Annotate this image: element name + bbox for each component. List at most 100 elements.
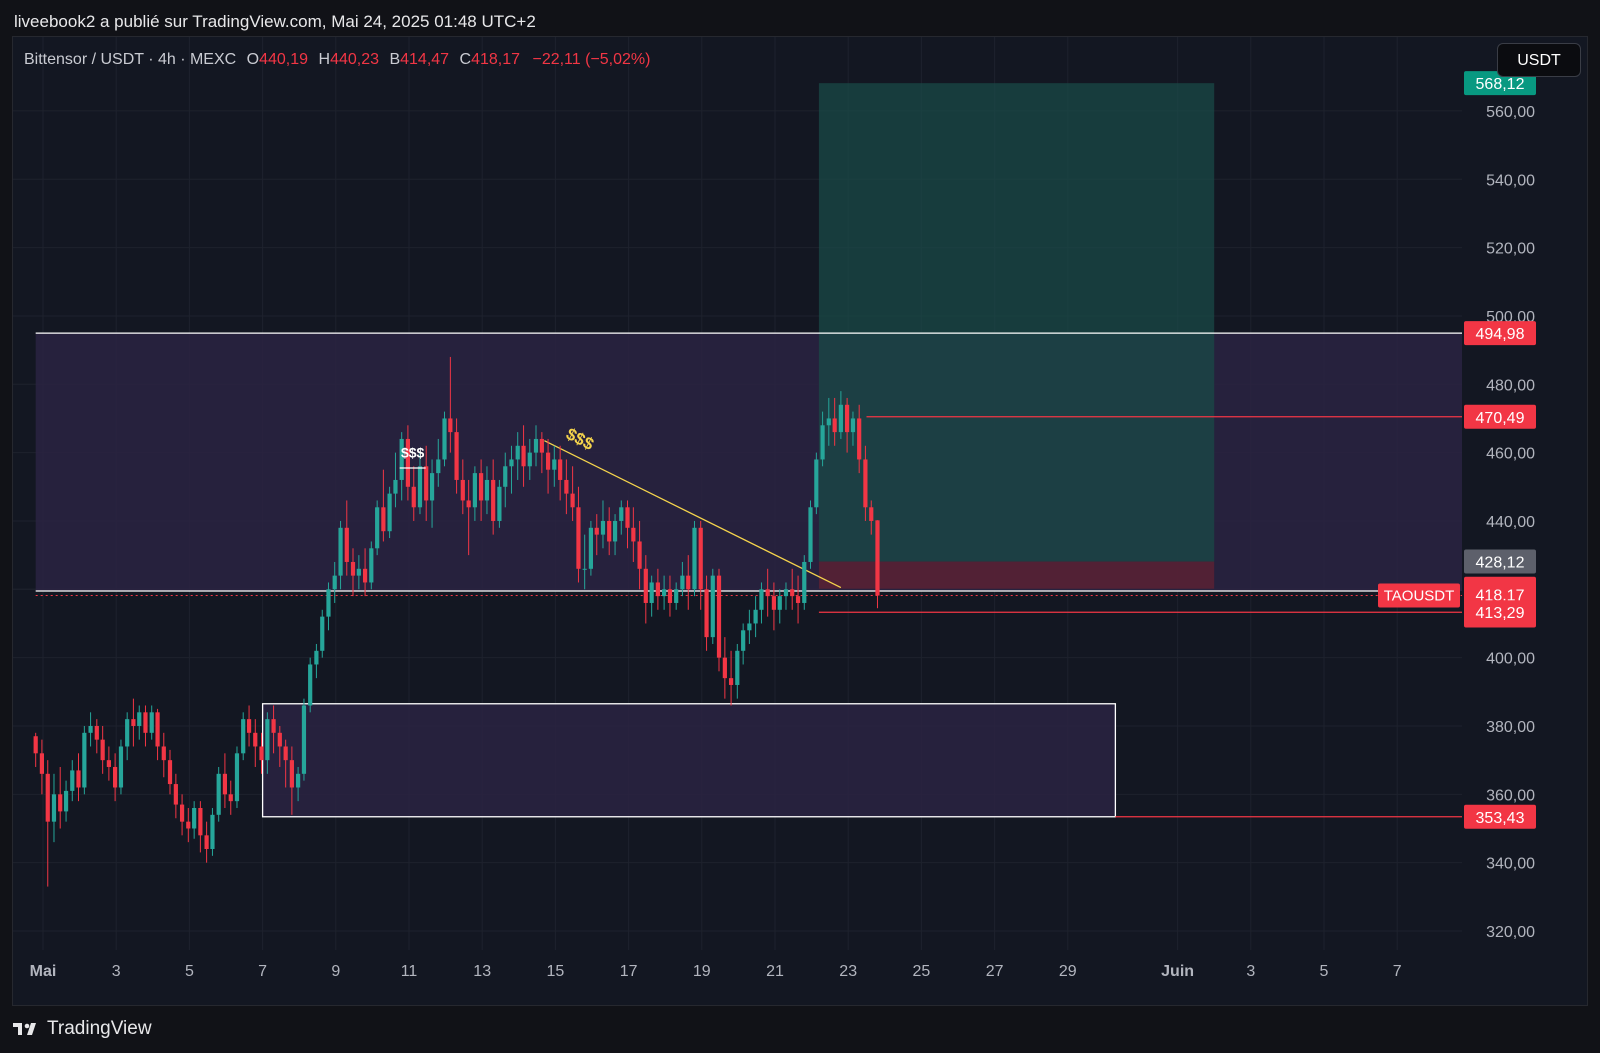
legend-close-label: C — [459, 51, 472, 68]
candle — [167, 749, 173, 795]
candle — [259, 732, 264, 774]
candle — [783, 582, 789, 610]
candle-body — [94, 725, 99, 740]
candle — [802, 555, 807, 610]
candle-body — [76, 770, 81, 788]
candle — [753, 596, 758, 638]
y-tick-label: 400,00 — [1486, 651, 1535, 668]
candle-body — [704, 589, 709, 638]
candle-body — [186, 821, 191, 829]
candle — [58, 766, 63, 829]
candle-body — [369, 548, 374, 583]
candle — [131, 698, 136, 747]
candle-body — [674, 589, 679, 603]
price-tag-bg — [1464, 549, 1536, 574]
candle-body — [308, 664, 313, 706]
candle-body — [869, 507, 874, 521]
candle-body — [698, 527, 703, 590]
candle-body — [564, 479, 569, 494]
candle — [51, 773, 57, 843]
x-tick-label: 7 — [258, 963, 267, 980]
candle — [186, 807, 191, 843]
candle — [735, 643, 740, 699]
price-tag-label: 568,12 — [1476, 76, 1525, 93]
candle — [125, 712, 130, 761]
candle-body — [814, 459, 819, 508]
candle-body — [747, 623, 752, 631]
price-tag-bg — [1464, 804, 1536, 829]
candle — [70, 760, 75, 802]
candle-body — [527, 452, 532, 467]
x-tick-label: 23 — [839, 963, 857, 980]
candle-body — [289, 760, 294, 788]
candle — [314, 643, 319, 679]
candle-body — [314, 650, 319, 665]
candle — [582, 534, 587, 590]
take-profit-zone — [818, 83, 1215, 562]
tradingview-brand[interactable]: TradingView — [13, 1018, 152, 1040]
candle — [588, 520, 594, 576]
x-tick-label: Juin — [1161, 963, 1194, 980]
candle-body — [771, 596, 777, 610]
candle — [722, 637, 727, 699]
candle — [405, 425, 411, 501]
candle — [747, 609, 752, 644]
candle — [576, 486, 581, 583]
price-tag-label: 428,12 — [1476, 555, 1525, 572]
candle-body — [253, 732, 258, 747]
candle — [539, 432, 544, 474]
candle — [283, 739, 288, 788]
candle-body — [405, 438, 411, 487]
x-tick-label: 7 — [1393, 963, 1402, 980]
candle — [332, 561, 337, 603]
candle-body — [649, 582, 654, 603]
candle — [515, 432, 520, 480]
candle — [875, 520, 880, 609]
candle — [100, 725, 105, 774]
candle — [728, 650, 734, 706]
candle-body — [588, 527, 594, 569]
candle-body — [710, 575, 715, 638]
candle-body — [850, 418, 856, 433]
y-tick-label: 440,00 — [1486, 514, 1535, 531]
candle-body — [118, 746, 124, 788]
candle-body — [198, 807, 203, 836]
tradingview-logo-icon — [13, 1023, 36, 1035]
price-tag-bg — [1464, 71, 1536, 96]
candle — [228, 780, 233, 815]
candle-body — [716, 575, 722, 658]
candle-body — [442, 418, 447, 460]
candle — [210, 807, 215, 856]
candle-body — [381, 507, 386, 532]
candle — [198, 801, 203, 853]
currency-button[interactable]: USDT — [1497, 43, 1581, 77]
candle-body — [70, 770, 75, 791]
candle — [265, 712, 270, 774]
candle-body — [125, 719, 130, 747]
candle — [826, 397, 831, 446]
candle-body — [515, 445, 520, 460]
stop-loss-zone — [818, 561, 1215, 589]
price-tag: 428,12 — [1464, 549, 1536, 574]
candle-body — [509, 459, 514, 467]
legend-symbol[interactable]: Bittensor / USDT · 4h · MEXC — [24, 51, 237, 68]
candle — [149, 705, 154, 740]
candle — [710, 568, 715, 644]
y-tick-label: 520,00 — [1486, 241, 1535, 258]
candle-body — [777, 596, 782, 610]
candle — [814, 452, 819, 515]
x-tick-label: 3 — [112, 963, 121, 980]
x-tick-label: 3 — [1246, 963, 1255, 980]
candle — [277, 725, 282, 767]
candle-body — [521, 445, 526, 467]
x-tick-label: 15 — [547, 963, 565, 980]
candle — [790, 568, 795, 610]
candle — [289, 746, 294, 815]
candle — [607, 507, 612, 556]
candle-body — [326, 589, 331, 617]
candle — [94, 719, 99, 754]
candle — [612, 514, 618, 556]
candle-body — [484, 479, 490, 501]
candle — [777, 589, 782, 624]
